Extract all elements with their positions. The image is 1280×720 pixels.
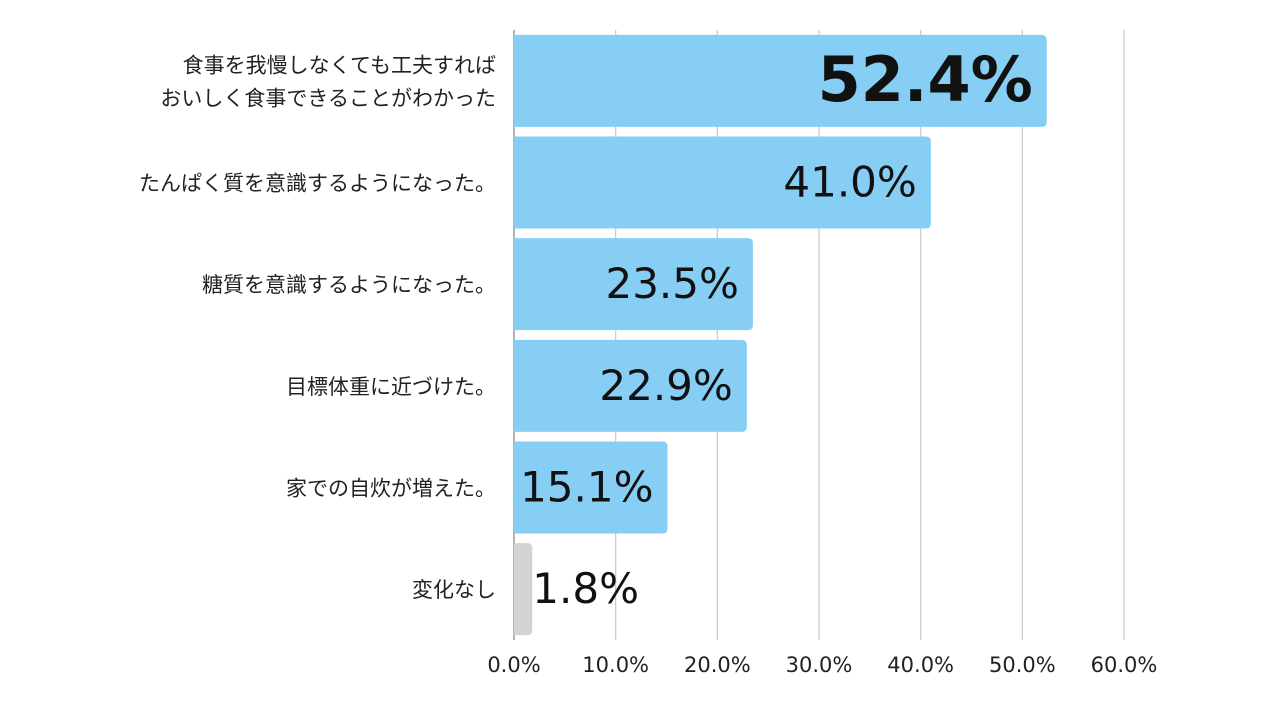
x-tick-label: 30.0% [786,653,853,677]
category-label: たんぱく質を意識するようになった。 [139,172,496,196]
value-labels: 52.4% 41.0% 23.5% 22.9% 15.1% 1.8% [520,43,1033,613]
value-label: 23.5% [605,259,738,308]
bar [514,238,753,331]
x-tick-labels: 0.0% 10.0% 20.0% 30.0% 40.0% 50.0% 60.0% [487,653,1157,677]
category-label: おいしく食事できることがわかった [160,86,496,110]
bar [514,441,668,534]
bars [514,34,1047,636]
x-tick-label: 60.0% [1091,653,1158,677]
x-tick-label: 40.0% [887,653,954,677]
category-label: 変化なし [412,578,496,602]
category-label: 糖質を意識するようになった。 [202,273,496,297]
x-tick-label: 0.0% [487,653,540,677]
value-label: 41.0% [783,158,916,207]
value-label: 15.1% [520,463,653,512]
bar [514,34,1047,127]
category-labels: 食事を我慢しなくても工夫すればおいしく食事できることがわかったたんぱく質を意識す… [139,53,496,602]
bar [514,136,931,229]
value-label: 1.8% [532,564,639,613]
category-label: 目標体重に近づけた。 [286,375,496,399]
value-label: 22.9% [599,361,732,410]
x-tick-label: 10.0% [582,653,649,677]
bar [514,339,747,432]
category-label: 食事を我慢しなくても工夫すれば [183,53,496,77]
category-label: 家での自炊が増えた。 [286,477,496,501]
x-tick-label: 50.0% [989,653,1056,677]
value-label: 52.4% [818,43,1033,116]
x-tick-label: 20.0% [684,653,751,677]
bar [514,543,533,636]
gridlines [513,30,1125,640]
